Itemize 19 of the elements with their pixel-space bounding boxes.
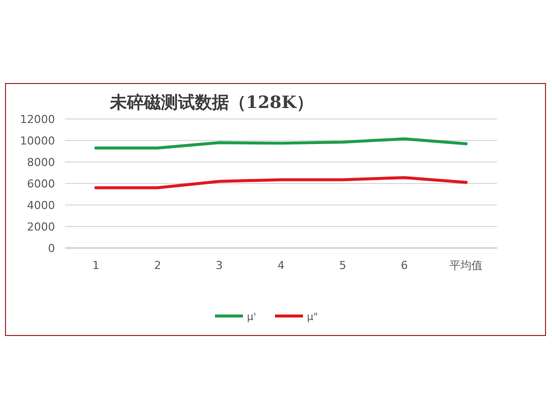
y-tick-label: 4000 — [27, 199, 55, 212]
chart-title: 未碎磁测试数据（128K） — [109, 93, 314, 113]
x-tick-label: 3 — [216, 259, 223, 272]
x-tick-label: 4 — [278, 259, 284, 272]
x-tick-label: 6 — [400, 259, 408, 272]
line-series — [94, 137, 468, 150]
legend-label: μ' — [247, 312, 256, 323]
y-tick-label: 2000 — [27, 220, 55, 234]
y-tick-label: 12000 — [20, 113, 55, 126]
x-tick-label: 2 — [154, 259, 162, 272]
y-tick-label: 0 — [48, 242, 55, 255]
x-tick-label: 5 — [339, 259, 346, 272]
y-tick-label: 8000 — [27, 156, 55, 169]
x-tick-label: 1 — [92, 259, 100, 272]
x-tick-label: 平均值 — [450, 259, 483, 272]
y-tick-label: 10000 — [20, 134, 55, 148]
line-series — [94, 176, 468, 190]
legend-label: μ" — [307, 312, 318, 323]
y-tick-label: 6000 — [27, 178, 55, 190]
